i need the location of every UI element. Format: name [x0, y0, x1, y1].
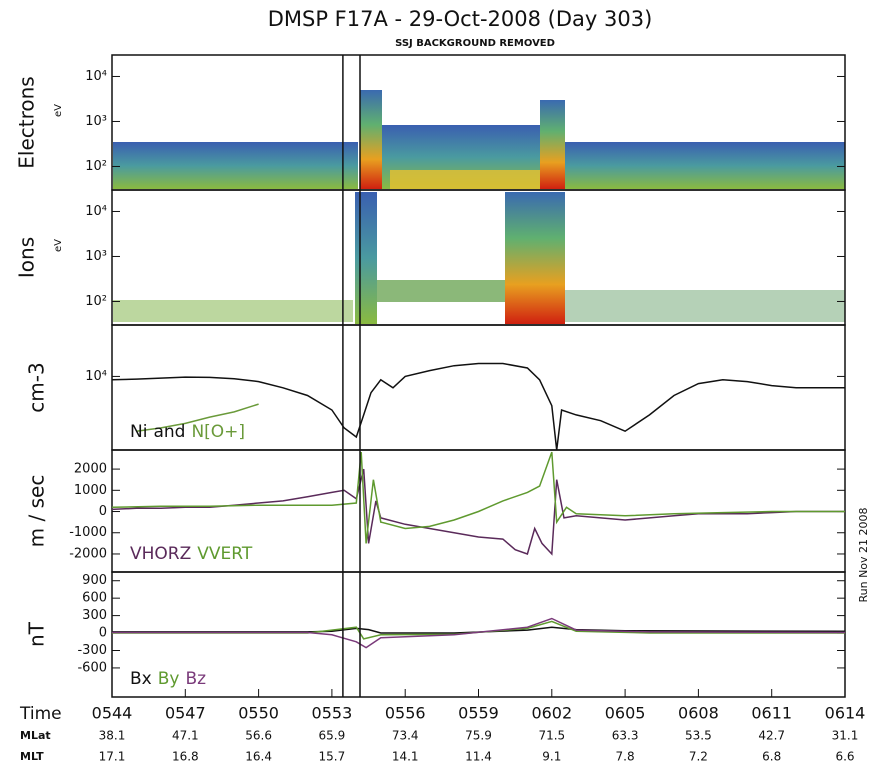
mlat-value: 38.1: [99, 729, 126, 743]
x-tick-label: 0553: [312, 704, 353, 723]
chart-subtitle: SSJ BACKGROUND REMOVED: [395, 38, 555, 49]
legend-entry: VHORZ: [130, 544, 191, 564]
series-line: [136, 403, 259, 432]
legend-entry: VVERT: [197, 544, 253, 564]
y-tick-label: 10²: [85, 159, 107, 174]
legend-entry: Bx: [130, 669, 152, 689]
legend-joiner: and: [153, 422, 185, 442]
y-tick-label: 300: [82, 608, 107, 623]
mlt-value: 6.6: [835, 750, 854, 764]
y-tick-label: -1000: [69, 525, 107, 540]
y-tick-label: 1000: [74, 483, 107, 498]
y-axis-label: Electrons: [15, 76, 39, 168]
y-tick-label: 10²: [85, 294, 107, 309]
x-tick-label: 0608: [678, 704, 719, 723]
mlat-value: 63.3: [612, 729, 639, 743]
y-tick-label: 0: [99, 626, 107, 641]
legend: VHORZ VVERT: [130, 544, 253, 564]
x-tick-label: 0602: [531, 704, 572, 723]
row-label: MLT: [20, 750, 44, 763]
mlat-value: 42.7: [758, 729, 785, 743]
y-tick-label: 900: [82, 573, 107, 588]
x-tick-label: 0614: [825, 704, 866, 723]
row-label: MLat: [20, 729, 51, 742]
x-tick-label: 0559: [458, 704, 499, 723]
series-line: [111, 362, 845, 451]
y-tick-label: 10⁴: [85, 69, 107, 84]
y-axis-label: cm-3: [25, 362, 49, 412]
y-axis-label: Ions: [15, 237, 39, 278]
mlt-value: 14.1: [392, 750, 419, 764]
mlat-value: 31.1: [832, 729, 859, 743]
x-tick-label: 0611: [751, 704, 792, 723]
y-axis-unit: eV: [53, 239, 64, 252]
mlat-value: 56.6: [245, 729, 272, 743]
legend-entry: By: [158, 669, 180, 689]
y-tick-label: 10⁴: [85, 204, 107, 219]
mlt-value: 11.4: [465, 750, 492, 764]
x-tick-label: 0547: [165, 704, 206, 723]
y-tick-label: 600: [82, 591, 107, 606]
x-tick-label: 0550: [238, 704, 279, 723]
x-tick-label: 0556: [385, 704, 426, 723]
y-tick-label: -600: [77, 660, 107, 675]
y-axis-unit: eV: [53, 104, 64, 117]
y-tick-label: 0: [99, 504, 107, 519]
x-tick-label: 0605: [605, 704, 646, 723]
series-line: [111, 451, 845, 544]
mlt-value: 17.1: [99, 750, 126, 764]
y-tick-label: 10⁴: [85, 369, 107, 384]
series-line: [111, 468, 845, 556]
mlt-value: 7.2: [689, 750, 708, 764]
legend: Ni and N[O+]: [130, 422, 245, 442]
y-axis-label: m / sec: [25, 475, 49, 548]
mlt-value: 6.8: [762, 750, 781, 764]
side-note: Run Nov 21 2008: [857, 507, 870, 602]
mlt-value: 15.7: [319, 750, 346, 764]
mlat-value: 53.5: [685, 729, 712, 743]
legend-entry: N[O+]: [191, 422, 245, 442]
spectrogram-fill: [113, 90, 845, 324]
mlt-value: 9.1: [542, 750, 561, 764]
mlat-value: 65.9: [319, 729, 346, 743]
y-tick-label: 10³: [85, 114, 107, 129]
chart-title: DMSP F17A - 29-Oct-2008 (Day 303): [268, 7, 653, 31]
y-tick-label: -300: [77, 643, 107, 658]
legend-entry: Bz: [185, 669, 206, 689]
y-tick-label: -2000: [69, 546, 107, 561]
x-tick-label: 0544: [92, 704, 133, 723]
y-tick-label: 10³: [85, 249, 107, 264]
mlat-value: 75.9: [465, 729, 492, 743]
row-label: Time: [19, 704, 62, 724]
mlat-value: 73.4: [392, 729, 419, 743]
mlat-value: 71.5: [538, 729, 565, 743]
y-tick-label: 2000: [74, 462, 107, 477]
series-line: [112, 620, 845, 640]
mlt-value: 16.4: [245, 750, 272, 764]
mlt-value: 7.8: [616, 750, 635, 764]
legend: Bx By Bz: [130, 669, 206, 689]
mlat-value: 47.1: [172, 729, 199, 743]
mlt-value: 16.8: [172, 750, 199, 764]
series-line: [112, 617, 846, 649]
y-axis-label: nT: [25, 621, 49, 647]
legend-entry: Ni: [130, 422, 147, 442]
panel-frame: [111, 571, 846, 698]
